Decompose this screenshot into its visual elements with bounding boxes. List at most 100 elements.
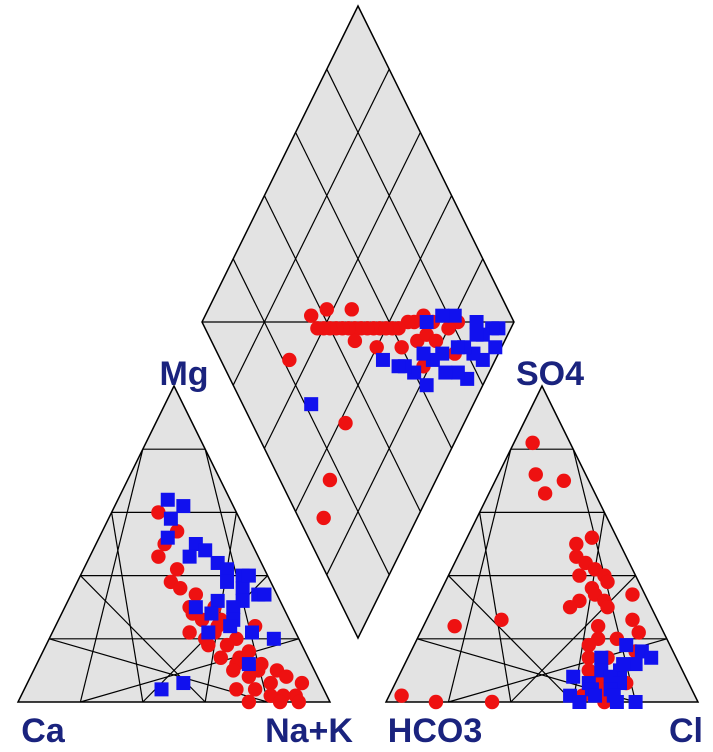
- cation-data-point: [272, 694, 288, 710]
- anion-data-point: [584, 530, 600, 545]
- anion-grid-line: [510, 575, 637, 703]
- cation-data-point: [188, 600, 203, 615]
- anion-data-point: [484, 694, 500, 710]
- cation-data-point: [294, 675, 310, 691]
- anion-data-point: [528, 467, 543, 482]
- cation-data-point: [176, 676, 191, 691]
- diamond-data-point: [304, 397, 319, 412]
- diamond-data-point: [316, 510, 331, 526]
- anion-data-point: [625, 612, 640, 628]
- anion-outline: [384, 384, 700, 703]
- anion-data-point: [562, 600, 578, 615]
- diamond-data-point: [310, 321, 325, 336]
- cl-axis-label: Cl: [669, 712, 703, 750]
- diamond-data-point: [347, 333, 363, 349]
- anion-data-point: [556, 473, 572, 488]
- anion-data-point: [619, 638, 634, 653]
- diamond-grid-line: [232, 258, 390, 576]
- diamond-data-point: [441, 321, 456, 336]
- anion-data-point: [609, 695, 624, 709]
- diamond-grid-line: [263, 132, 421, 449]
- cation-data-point: [173, 581, 188, 596]
- diamond-data-point: [369, 340, 384, 355]
- cation-data-point: [220, 562, 235, 577]
- diamond-data-point: [304, 308, 319, 323]
- na-k-axis-label: Na+K: [265, 712, 353, 750]
- diamond-data-point: [435, 308, 450, 323]
- cation-data-point: [241, 694, 257, 710]
- anion-data-point: [428, 694, 444, 710]
- cation-data-point: [226, 663, 241, 678]
- diamond-data-point: [469, 315, 484, 329]
- diamond-data-point: [319, 302, 334, 317]
- anion-data-point: [631, 625, 646, 640]
- anion-data-point: [581, 637, 596, 653]
- anion-grid-line: [479, 512, 512, 703]
- diamond-grid-line: [232, 68, 390, 386]
- anion-data-point: [616, 657, 631, 672]
- diamond-data-point: [428, 333, 444, 349]
- anion-data-point: [566, 669, 581, 684]
- cation-data-point: [220, 574, 235, 589]
- mg-axis-label: Mg: [159, 355, 208, 393]
- cation-data-point: [241, 644, 257, 659]
- anion-data-point: [569, 536, 584, 552]
- cation-data-point: [241, 568, 256, 583]
- anion-data-point: [628, 695, 643, 709]
- hco3-axis-label: HCO3: [388, 712, 482, 750]
- cation-data-point: [229, 682, 244, 697]
- diamond-data-point: [447, 308, 462, 323]
- anion-data-point: [572, 568, 587, 583]
- diamond-data-point: [438, 365, 453, 380]
- cation-data-point: [198, 543, 213, 558]
- diamond-data-point: [394, 340, 409, 355]
- cation-grid-line: [80, 638, 299, 703]
- cation-data-point: [257, 587, 272, 602]
- cation-data-point: [154, 682, 169, 697]
- diamond-data-point: [469, 327, 484, 342]
- cation-data-point: [223, 619, 238, 634]
- anion-data-point: [625, 587, 640, 602]
- cation-data-point: [182, 549, 197, 564]
- anion-data-point: [644, 650, 659, 665]
- anion-data-point: [525, 435, 540, 451]
- so4-axis-label: SO4: [516, 355, 584, 393]
- cation-data-point: [291, 694, 306, 710]
- diamond-data-point: [450, 365, 465, 380]
- cation-data-point: [201, 625, 216, 640]
- cation-data-point: [247, 682, 263, 697]
- cation-data-point: [163, 511, 178, 526]
- diamond-data-point: [338, 415, 353, 431]
- diamond-data-point: [419, 315, 434, 329]
- cation-data-point: [219, 637, 235, 653]
- cation-data-point: [182, 625, 197, 640]
- anion-grid-line: [447, 575, 574, 703]
- cation-grid-line: [111, 512, 144, 703]
- diamond-data-point: [344, 302, 359, 317]
- cation-data-point: [213, 650, 228, 665]
- diamond-data-point: [416, 346, 431, 361]
- diamond-data-point: [450, 340, 465, 355]
- diamond-data-point: [419, 378, 434, 393]
- cation-data-point: [151, 505, 166, 520]
- diamond-grid-line: [263, 195, 421, 512]
- anion-data-point: [447, 618, 462, 634]
- diamond-data-point: [391, 359, 406, 374]
- cation-data-point: [279, 669, 294, 684]
- cation-data-point: [151, 549, 166, 564]
- diamond-data-point: [282, 352, 297, 368]
- diamond-data-point: [488, 340, 503, 355]
- anion-data-point: [572, 695, 587, 709]
- anion-data-point: [494, 612, 509, 628]
- cation-data-point: [188, 587, 204, 602]
- cation-data-point: [245, 625, 259, 640]
- anion-data-point: [628, 657, 643, 672]
- cation-data-point: [204, 606, 219, 621]
- anion-data-point: [600, 574, 615, 590]
- anion-data-point: [537, 486, 553, 501]
- diamond-data-point: [375, 352, 390, 367]
- cation-data-point: [160, 530, 175, 545]
- diamond-data-point: [322, 472, 338, 488]
- cation-data-point: [263, 675, 278, 691]
